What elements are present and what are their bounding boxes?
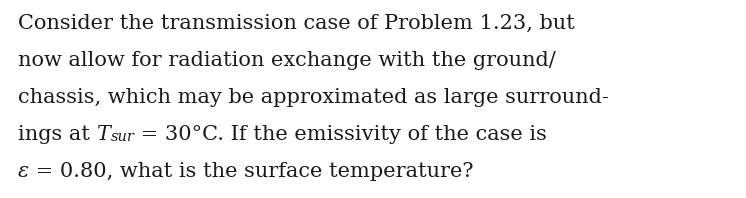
Text: Consider the transmission case of Problem 1.23, but: Consider the transmission case of Proble…	[18, 14, 574, 33]
Text: ε: ε	[18, 162, 29, 181]
Text: chassis, which may be approximated as large surround-: chassis, which may be approximated as la…	[18, 88, 609, 107]
Text: T: T	[96, 125, 110, 144]
Text: = 30°C. If the emissivity of the case is: = 30°C. If the emissivity of the case is	[134, 125, 547, 144]
Text: now allow for radiation exchange with the ground/: now allow for radiation exchange with th…	[18, 51, 556, 70]
Text: sur: sur	[110, 130, 134, 144]
Text: ings at: ings at	[18, 125, 96, 144]
Text: = 0.80, what is the surface temperature?: = 0.80, what is the surface temperature?	[29, 162, 474, 181]
